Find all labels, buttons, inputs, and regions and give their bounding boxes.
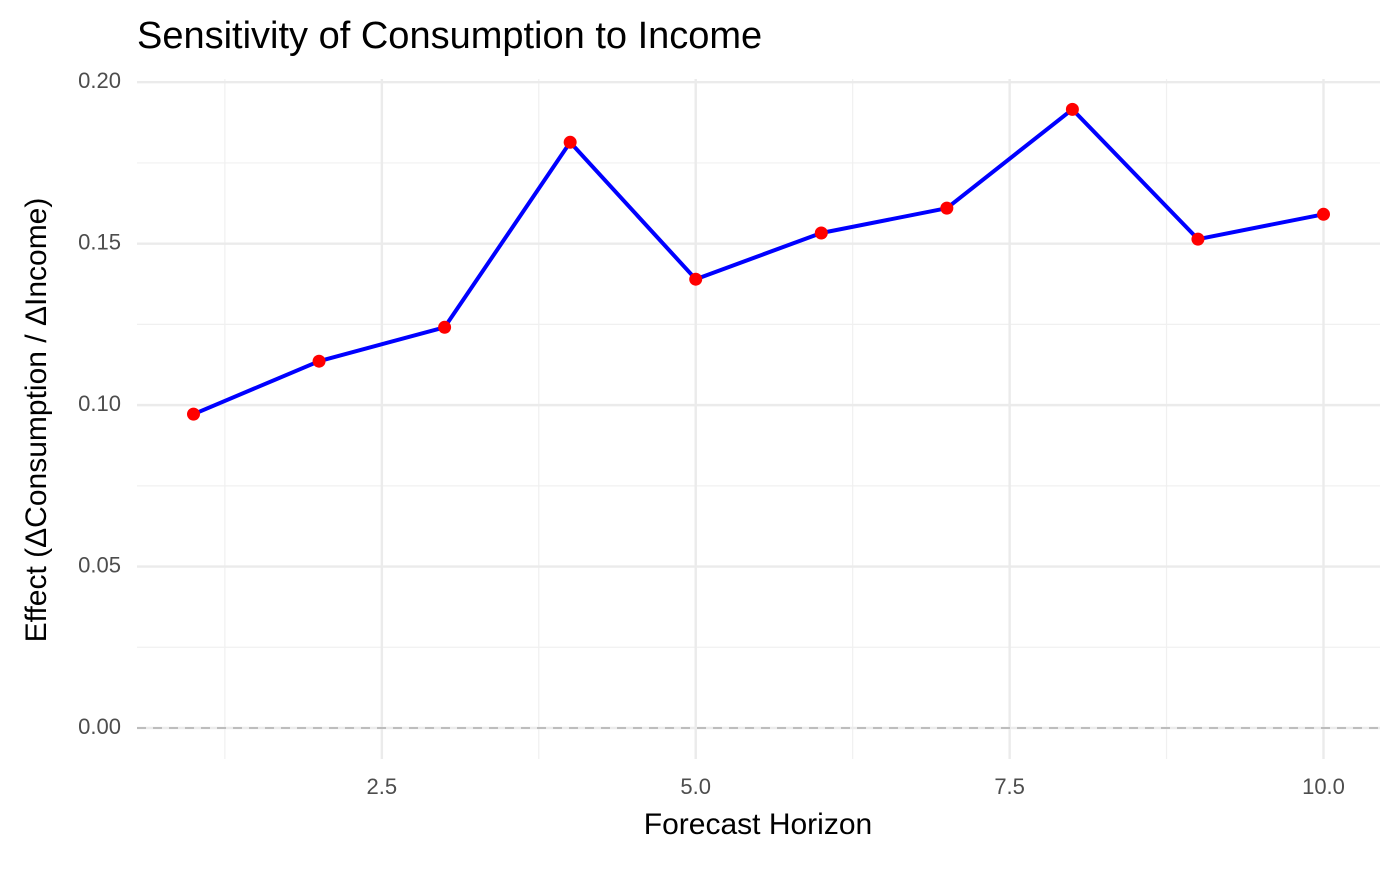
y-axis-label: Effect (ΔConsumption / ΔIncome) xyxy=(20,198,53,643)
line xyxy=(192,107,1324,416)
point xyxy=(814,226,828,240)
y-tick-label: 0.10 xyxy=(78,391,121,416)
y-tick-label: 0.00 xyxy=(78,714,121,739)
point xyxy=(187,407,200,421)
point xyxy=(563,135,577,149)
point xyxy=(312,354,326,368)
x-tick-label: 7.5 xyxy=(994,774,1025,799)
y-tick-label: 0.05 xyxy=(78,552,121,577)
x-tick-label: 5.0 xyxy=(680,774,711,799)
y-tick-label: 0.15 xyxy=(78,229,121,254)
x-axis-label: Forecast Horizon xyxy=(644,808,872,841)
chart-title: Sensitivity of Consumption to Income xyxy=(137,15,762,57)
point xyxy=(1065,102,1079,116)
x-tick-label: 10.0 xyxy=(1302,774,1345,799)
x-tick-label: 2.5 xyxy=(367,774,398,799)
y-tick-label: 0.20 xyxy=(78,68,121,93)
point xyxy=(689,272,703,286)
point xyxy=(438,320,452,334)
point xyxy=(940,201,954,215)
point xyxy=(1317,207,1330,221)
point xyxy=(1191,232,1205,246)
